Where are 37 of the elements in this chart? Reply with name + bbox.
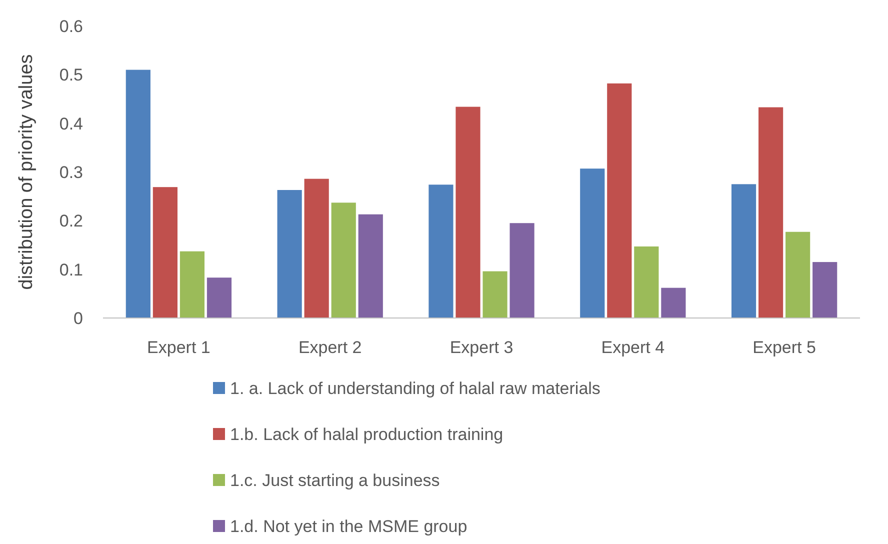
y-tick-label: 0.3 bbox=[59, 162, 83, 182]
y-tick-label: 0.6 bbox=[59, 16, 83, 36]
x-tick-label: Expert 3 bbox=[450, 338, 514, 357]
bar bbox=[661, 288, 686, 318]
bar bbox=[580, 168, 605, 318]
x-tick-label: Expert 2 bbox=[298, 338, 362, 357]
y-axis-title: distribution of priority values bbox=[16, 54, 37, 290]
legend-label: 1.b. Lack of halal production training bbox=[230, 424, 504, 444]
bar bbox=[456, 106, 480, 318]
legend-label: 1.c. Just starting a business bbox=[230, 470, 440, 490]
bar bbox=[152, 187, 178, 318]
bar bbox=[482, 271, 508, 318]
bar bbox=[607, 83, 632, 318]
bar bbox=[731, 184, 756, 318]
bar bbox=[634, 246, 659, 318]
bar bbox=[126, 70, 150, 318]
legend-label: 1. a. Lack of understanding of halal raw materials bbox=[230, 378, 600, 398]
bar bbox=[812, 262, 838, 318]
y-tick-label: 0.2 bbox=[59, 212, 83, 231]
y-tick-label: 0.4 bbox=[59, 114, 83, 134]
bar bbox=[510, 223, 534, 318]
bar bbox=[758, 107, 784, 318]
x-tick-label: Expert 1 bbox=[147, 338, 210, 357]
y-tick-label: 0.1 bbox=[59, 260, 83, 280]
bar bbox=[358, 214, 383, 318]
bar bbox=[180, 251, 205, 318]
x-tick-label: Expert 5 bbox=[752, 338, 816, 357]
bar bbox=[331, 202, 356, 318]
bar bbox=[206, 278, 232, 318]
bar bbox=[277, 190, 302, 318]
y-tick-label: 0 bbox=[74, 308, 83, 328]
x-tick-label: Expert 4 bbox=[601, 338, 665, 357]
y-tick-label: 0.5 bbox=[59, 66, 83, 85]
bar bbox=[786, 232, 810, 318]
bar bbox=[428, 184, 454, 318]
legend-label: 1.d. Not yet in the MSME group bbox=[230, 516, 468, 536]
bar bbox=[304, 178, 329, 318]
